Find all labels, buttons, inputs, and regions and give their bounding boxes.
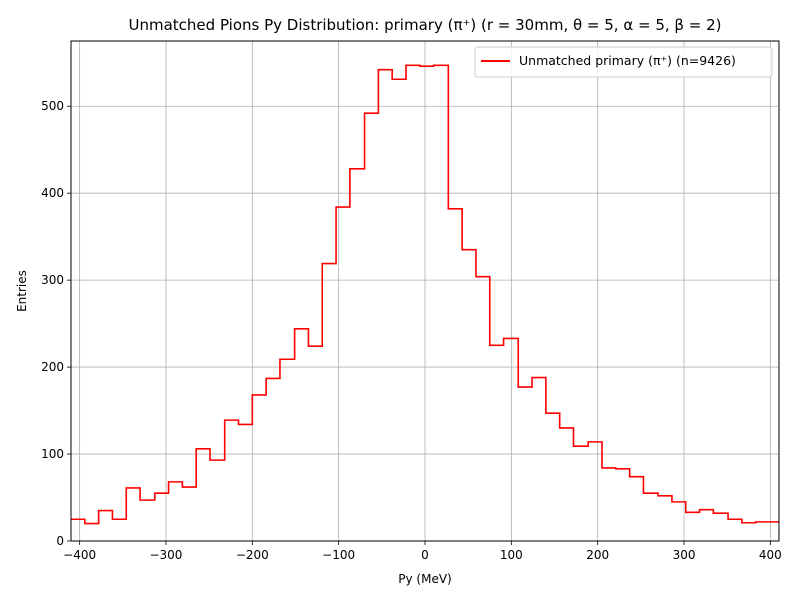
x-tick-label: 400 bbox=[759, 548, 782, 562]
histogram-step-line bbox=[71, 64, 779, 525]
x-tick-label: 300 bbox=[673, 548, 696, 562]
grid-layer bbox=[71, 41, 779, 542]
y-tick-label: 400 bbox=[41, 186, 64, 200]
x-tick-label: 0 bbox=[421, 548, 429, 562]
x-tick-label: −400 bbox=[63, 548, 96, 562]
y-tick-label: 300 bbox=[41, 273, 64, 287]
y-tick-label: 200 bbox=[41, 360, 64, 374]
x-tick-label: 200 bbox=[586, 548, 609, 562]
chart-title: Unmatched Pions Py Distribution: primary… bbox=[129, 16, 722, 34]
legend-box bbox=[474, 46, 773, 78]
data-layer bbox=[71, 64, 779, 525]
legend-label-unmatched-primary: Unmatched primary (π⁺) (n=9426) bbox=[519, 53, 736, 68]
y-axis-label: Entries bbox=[15, 270, 29, 312]
tick-layer: −400 −300 −200 −100 0 100 200 300 400 0 100 200 300 4… bbox=[41, 99, 782, 562]
x-tick-label: −200 bbox=[236, 548, 269, 562]
x-tick-label: −300 bbox=[149, 548, 182, 562]
y-tick-label: 500 bbox=[41, 99, 64, 113]
y-tick-label: 0 bbox=[56, 534, 64, 548]
x-axis-label: Py (MeV) bbox=[398, 572, 451, 586]
legend: Unmatched primary (π⁺) (n=9426) bbox=[474, 46, 773, 78]
y-tick-label: 100 bbox=[41, 447, 64, 461]
x-tick-label: −100 bbox=[322, 548, 355, 562]
x-tick-label: 100 bbox=[500, 548, 523, 562]
